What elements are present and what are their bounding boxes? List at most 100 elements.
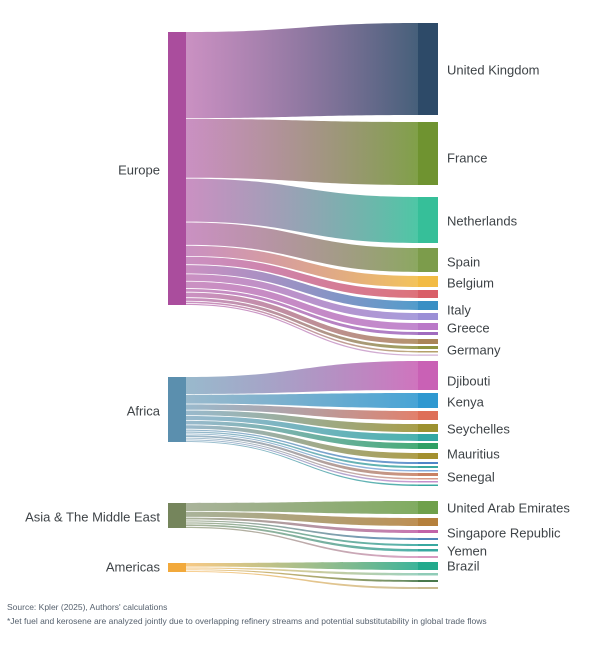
node-uae [418,501,438,514]
node-am_tan [418,587,438,589]
flow-asia-singapore [186,517,418,533]
node-as_brown [418,518,438,526]
node-am_green [418,580,438,582]
flow-africa-af_salmon [186,404,418,420]
label-mauritius: Mauritius [447,447,500,462]
label-brazil: Brazil [447,559,480,574]
flow-europe-france [186,118,418,185]
label-italy: Italy [447,303,471,318]
node-spain [418,248,438,272]
flow-americas-am_tan [186,571,418,589]
node-eu_purple [418,332,438,335]
flow-asia-as_blue [186,520,418,540]
node-mauritius [418,453,438,459]
label-europe: Europe [118,163,160,178]
node-seychelles [418,424,438,432]
figure-footnotes: Source: Kpler (2025), Authors' calculati… [7,601,487,628]
label-france: France [447,151,487,166]
label-belgium: Belgium [447,276,494,291]
flow-americas-brazil [186,562,418,570]
label-seychelles: Seychelles [447,422,510,437]
node-af_violet [418,481,438,483]
flow-africa-af_teal2 [186,431,418,468]
flow-africa-af_teal [186,416,418,441]
flow-africa-senegal [186,435,418,476]
flow-africa-djibouti [186,361,418,395]
flow-europe-eu_brown [186,292,418,344]
flow-africa-af_blue1 [186,429,418,464]
flow-europe-greece [186,281,418,330]
flow-asia-uae [186,501,418,514]
flow-africa-af_green [186,420,418,449]
flow-africa-af_blue2 [186,433,418,472]
node-europe [168,32,186,305]
flow-europe-netherlands [186,178,418,243]
flow-africa-seychelles [186,410,418,432]
sankey-diagram: Europe Africa Asia & The Middle East Americ… [25,23,570,589]
flow-europe-italy [186,265,418,310]
node-germany [418,346,438,349]
node-yemen [418,549,438,552]
node-as_pink [418,556,438,558]
label-americas: Americas [106,560,161,575]
node-netherlands [418,197,438,243]
node-eu_olive [418,351,438,353]
label-singapore: Singapore Republic [447,526,561,541]
label-yemen: Yemen [447,544,487,559]
flow-africa-af_violet [186,439,418,483]
node-italy [418,301,438,310]
source-note: Source: Kpler (2025), Authors' calculati… [7,602,168,612]
label-asia: Asia & The Middle East [25,510,160,525]
flow-europe-uk [186,23,418,119]
label-africa: Africa [127,404,161,419]
node-eu_violet [418,313,438,320]
flow-europe-germany [186,298,418,349]
flow-africa-af_salmon2 [186,437,418,480]
node-af_salmon [418,411,438,420]
flow-europe-eu_violet [186,274,418,320]
flow-europe-eu_olive [186,301,418,353]
node-uk [418,23,438,115]
node-af_green [418,443,438,449]
label-djibouti: Djibouti [447,374,490,389]
label-greece: Greece [447,321,490,336]
node-kenya [418,393,438,408]
node-greece [418,323,438,330]
flow-europe-eu_red [186,256,418,298]
substitutability-note: *Jet fuel and kerosene are analyzed join… [7,615,487,626]
node-af_teal2 [418,466,438,468]
node-belgium [418,276,438,287]
node-af_salmon2 [418,478,438,480]
flow-africa-af_teal3 [186,441,418,486]
node-djibouti [418,361,438,390]
flow-asia-as_teal1 [186,522,418,546]
flow-europe-spain [186,222,418,272]
node-africa [168,377,186,442]
flow-europe-eu_pink [186,303,418,356]
node-af_blue2 [418,470,438,472]
node-af_teal [418,434,438,441]
label-uk: United Kingdom [447,63,540,78]
flow-americas-am_teal [186,567,418,576]
label-uae: United Arab Emirates [447,501,570,516]
label-germany: Germany [447,343,501,358]
flow-africa-kenya [186,393,418,408]
node-af_teal3 [418,484,438,486]
node-af_blue1 [418,462,438,464]
node-eu_pink [418,354,438,356]
label-kenya: Kenya [447,395,485,410]
flow-asia-as_brown [186,511,418,526]
node-brazil [418,562,438,570]
node-as_blue [418,538,438,540]
label-spain: Spain [447,255,480,270]
flow-americas-am_green [186,569,418,582]
label-senegal: Senegal [447,470,495,485]
flow-asia-as_pink [186,526,418,558]
flow-europe-belgium [186,245,418,287]
flow-africa-mauritius [186,425,418,459]
node-eu_red [418,290,438,298]
node-asia [168,503,186,528]
node-am_teal [418,573,438,576]
node-singapore [418,530,438,533]
